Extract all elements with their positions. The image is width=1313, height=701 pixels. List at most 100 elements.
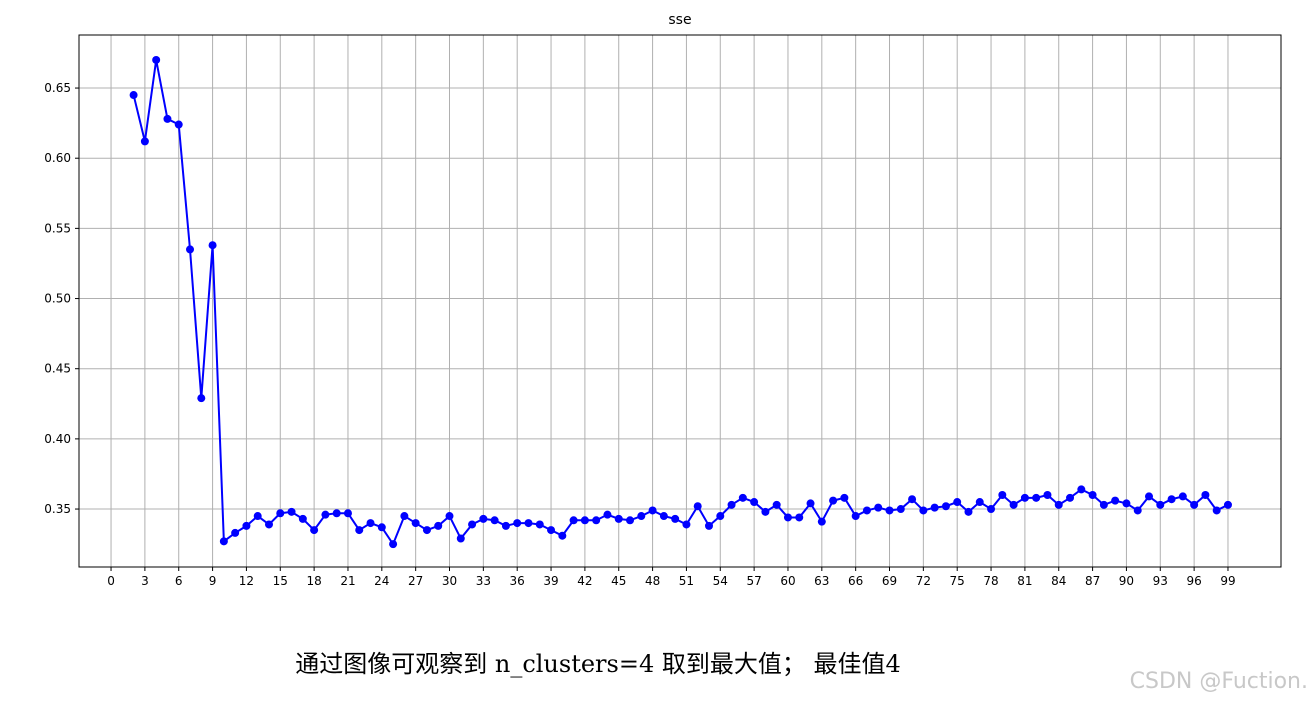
- marker: [637, 512, 646, 521]
- marker: [795, 513, 804, 522]
- marker: [332, 509, 341, 518]
- marker: [310, 526, 319, 535]
- marker: [456, 534, 465, 543]
- marker: [750, 498, 759, 507]
- marker: [174, 120, 183, 129]
- marker: [761, 507, 770, 516]
- marker: [1212, 506, 1221, 515]
- x-tick-label: 45: [611, 574, 626, 588]
- marker: [930, 503, 939, 512]
- x-tick-label: 12: [239, 574, 254, 588]
- x-tick-label: 63: [814, 574, 829, 588]
- marker: [163, 114, 172, 123]
- caption: 通过图像可观察到 n_clusters=4 取到最大值； 最佳值4: [295, 650, 901, 678]
- marker: [648, 506, 657, 515]
- x-tick-label: 84: [1051, 574, 1066, 588]
- x-tick-label: 39: [543, 574, 558, 588]
- x-tick-label: 69: [882, 574, 897, 588]
- marker: [1032, 493, 1041, 502]
- marker: [1111, 496, 1120, 505]
- marker: [592, 516, 601, 525]
- x-tick-label: 54: [713, 574, 728, 588]
- x-tick-label: 96: [1186, 574, 1201, 588]
- marker: [287, 507, 296, 516]
- marker: [885, 506, 894, 515]
- marker: [1167, 495, 1176, 504]
- marker: [422, 526, 431, 535]
- marker: [400, 512, 409, 521]
- marker: [580, 516, 589, 525]
- marker: [242, 521, 251, 530]
- x-tick-label: 30: [442, 574, 457, 588]
- marker: [434, 521, 443, 530]
- marker: [253, 512, 262, 521]
- marker: [231, 528, 240, 537]
- x-tick-label: 78: [983, 574, 998, 588]
- marker: [513, 519, 522, 528]
- marker: [829, 496, 838, 505]
- x-tick-label: 21: [340, 574, 355, 588]
- x-tick-label: 93: [1153, 574, 1168, 588]
- marker: [140, 137, 149, 146]
- marker: [490, 516, 499, 525]
- marker: [603, 510, 612, 519]
- marker: [941, 502, 950, 511]
- marker: [445, 512, 454, 521]
- marker: [524, 519, 533, 528]
- marker: [276, 509, 285, 518]
- marker: [298, 514, 307, 523]
- y-tick-label: 0.35: [44, 502, 71, 516]
- x-tick-label: 48: [645, 574, 660, 588]
- marker: [862, 506, 871, 515]
- marker: [840, 493, 849, 502]
- marker: [152, 55, 161, 64]
- watermark: CSDN @Fuction.: [1130, 669, 1308, 694]
- marker: [1020, 493, 1029, 502]
- x-tick-label: 27: [408, 574, 423, 588]
- marker: [738, 493, 747, 502]
- x-tick-label: 66: [848, 574, 863, 588]
- x-tick-label: 15: [273, 574, 288, 588]
- marker: [1133, 506, 1142, 515]
- marker: [1190, 500, 1199, 509]
- x-tick-label: 24: [374, 574, 389, 588]
- marker: [1144, 492, 1153, 501]
- marker: [321, 510, 330, 519]
- marker: [919, 506, 928, 515]
- marker: [558, 531, 567, 540]
- x-tick-label: 72: [916, 574, 931, 588]
- marker: [1223, 500, 1232, 509]
- marker: [389, 540, 398, 549]
- x-tick-label: 18: [306, 574, 321, 588]
- marker: [1009, 500, 1018, 509]
- y-tick-label: 0.50: [44, 292, 71, 306]
- marker: [626, 516, 635, 525]
- marker: [343, 509, 352, 518]
- x-tick-label: 87: [1085, 574, 1100, 588]
- y-tick-label: 0.55: [44, 221, 71, 235]
- x-tick-label: 36: [510, 574, 525, 588]
- marker: [129, 91, 138, 100]
- marker: [704, 521, 713, 530]
- marker: [896, 505, 905, 514]
- marker: [783, 513, 792, 522]
- marker: [806, 499, 815, 508]
- marker: [682, 520, 691, 529]
- x-tick-label: 60: [780, 574, 795, 588]
- marker: [1122, 499, 1131, 508]
- y-tick-label: 0.65: [44, 81, 71, 95]
- marker: [987, 505, 996, 514]
- x-tick-label: 3: [141, 574, 149, 588]
- marker: [716, 512, 725, 521]
- marker: [377, 523, 386, 532]
- marker: [693, 502, 702, 511]
- marker: [535, 520, 544, 529]
- marker: [998, 491, 1007, 500]
- marker: [964, 507, 973, 516]
- marker: [1054, 500, 1063, 509]
- chart-title: sse: [668, 12, 691, 28]
- marker: [727, 500, 736, 509]
- marker: [671, 514, 680, 523]
